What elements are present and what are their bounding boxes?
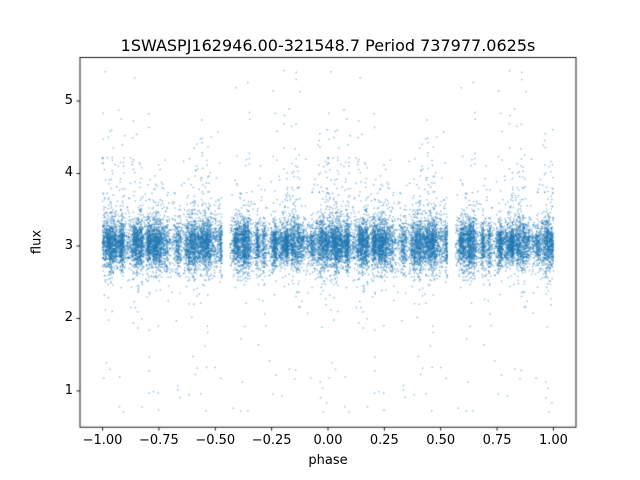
x-tick-label: −0.75 <box>138 433 179 448</box>
x-axis-label: phase <box>308 453 348 468</box>
chart-title: 1SWASPJ162946.00-321548.7 Period 737977.… <box>120 36 536 55</box>
y-tick-label: 2 <box>64 310 73 326</box>
x-tick-label: −0.25 <box>251 433 292 448</box>
x-tick-label: 0.50 <box>426 433 456 448</box>
x-tick-label: 0.75 <box>482 433 512 448</box>
x-tick-label: 0.25 <box>369 433 399 448</box>
y-tick-label: 4 <box>64 165 73 181</box>
y-tick-label: 1 <box>64 382 73 398</box>
y-tick-label: 5 <box>64 92 73 108</box>
x-tick-label: 1.00 <box>538 433 568 448</box>
x-tick-label: 0.00 <box>313 433 343 448</box>
x-tick-label: −1.00 <box>82 433 123 448</box>
y-tick-label: 3 <box>64 237 73 253</box>
x-tick-label: −0.50 <box>195 433 236 448</box>
y-axis-label: flux <box>29 229 45 255</box>
